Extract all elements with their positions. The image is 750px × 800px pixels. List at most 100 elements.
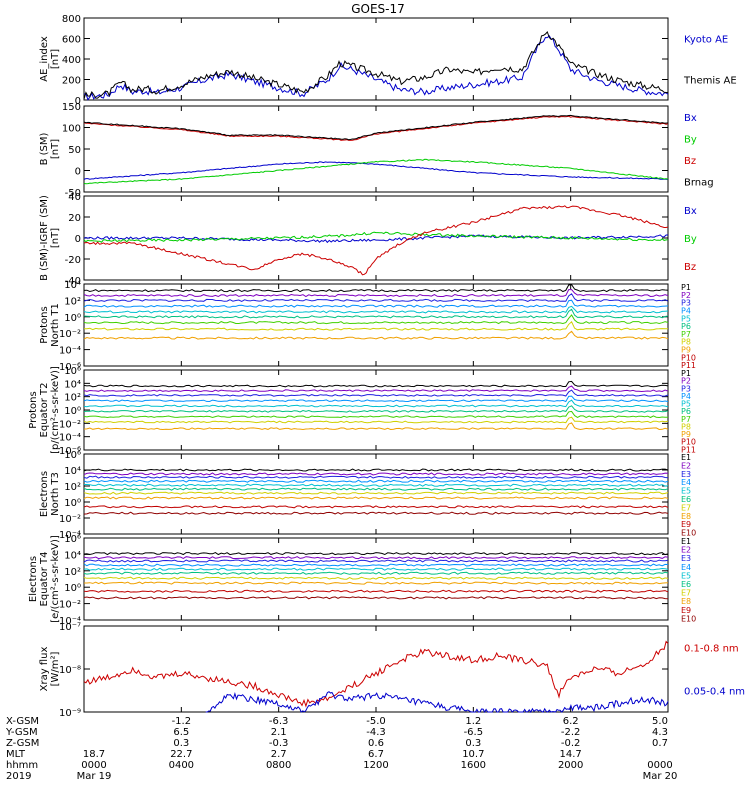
xaxis-row-label: Y-GSM [5,727,38,738]
bsm-series-bz [83,115,669,141]
xray-ylabel: Xray flux [39,647,50,692]
protons-north-series-p1 [83,284,669,293]
electrons-equator-legend-e9: E9 [681,606,691,615]
ae-frame [83,17,669,101]
electrons-equator-series-e10 [83,596,669,600]
electrons-north-series-e1 [83,468,669,472]
ae-ylabel: [nT] [50,49,61,69]
protons-equator-legend-p10: P10 [681,438,696,447]
electrons-north-series-e6 [83,487,669,491]
xaxis-row-value: 6.2 [563,716,579,727]
electrons-equator-series-e7 [83,576,669,580]
bsm-ytick-label: 100 [62,124,81,135]
electrons-north-legend-e3: E3 [681,470,691,479]
protons-equator-legend-p8: P8 [681,422,691,431]
xaxis-row-value: 6.5 [173,727,189,738]
ae-ylabel: AE_index [39,36,50,82]
bsm-ylabel: B (SM) [39,132,50,165]
xaxis-row-value: -6.5 [464,727,484,738]
xaxis-row-value: 0400 [169,760,194,771]
xaxis-row-value: 0000 [81,760,106,771]
protons-equator-legend-p11: P11 [681,445,696,454]
protons-north-legend-p3: P3 [681,299,691,308]
bdiff-legend-bz: Bz [684,262,696,273]
bsm-legend-by: By [684,134,697,145]
xaxis-row-value: 18.7 [83,749,105,760]
xaxis-row-label: MLT [6,749,26,760]
xaxis-row-value: 4.3 [652,727,668,738]
electrons-equator-series-e4 [83,563,669,567]
electrons-north-ylabel: North T3 [50,472,61,516]
electrons-equator-legend-e7: E7 [681,589,691,598]
electrons-north-ytick-label: 10⁰ [64,498,81,509]
electrons-north-legend-e4: E4 [681,478,691,487]
xaxis-row-value: 0800 [266,760,291,771]
ae-legend-themis-ae: Themis AE [683,76,737,87]
electrons-north-series-e5 [84,483,669,487]
electrons-equator-legend-e5: E5 [681,571,691,580]
protons-north-ylabel: North T1 [50,303,61,347]
xaxis-row-value: 1600 [461,760,486,771]
xray-series-0-05-0-4-nm [205,691,669,714]
electrons-north-ytick-label: 10⁻² [59,514,81,525]
bsm-legend-bz: Bz [684,156,696,167]
xaxis-row-label: Z-GSM [6,738,39,749]
electrons-north-legend-e5: E5 [681,487,691,496]
protons-north-series-p9 [83,330,669,340]
electrons-equator-series-e8 [84,581,669,585]
xaxis-row-value: -4.3 [366,727,386,738]
xaxis-row-value: -2.2 [561,727,581,738]
protons-equator-ytick-label: 10⁰ [64,406,81,417]
bdiff-ytick-label: -40 [65,276,81,287]
electrons-north-series-e3 [83,475,669,479]
protons-north-ytick-label: 10² [64,296,81,307]
protons-north-series-p8 [84,320,669,331]
protons-equator-frame [83,369,669,451]
protons-equator-series-p5 [83,399,669,408]
xaxis-row-value: 2000 [558,760,583,771]
protons-north-legend-p1: P1 [681,283,691,292]
xray-ylabel: [W/m²] [50,651,61,686]
protons-north-legend-p2: P2 [681,291,691,300]
protons-equator-ytick-label: 10⁴ [64,379,81,390]
protons-north-legend-p9: P9 [681,346,691,355]
electrons-equator-legend-e2: E2 [681,546,691,555]
electrons-equator-series-e6 [83,571,669,575]
protons-north-legend-p8: P8 [681,338,691,347]
xray-ytick-label: 10⁻⁷ [59,622,81,633]
electrons-north-ytick-label: 10⁴ [64,466,81,477]
protons-equator-series-p6 [83,405,669,413]
electrons-equator-series-e5 [83,567,669,571]
xaxis-row-value: 2.1 [271,727,287,738]
bdiff-series-bz [83,205,669,276]
xaxis-row-label: 2019 [6,771,31,782]
electrons-north-legend-e2: E2 [681,461,691,470]
protons-north-legend-p6: P6 [681,322,691,331]
ae-legend-kyoto-ae: Kyoto AE [684,35,728,46]
bsm-ytick-label: -50 [65,188,81,199]
protons-equator-ytick-label: 10⁶ [64,366,81,377]
bsm-series-brnag [83,114,669,141]
protons-equator-series-p7 [83,410,669,419]
protons-equator-legend-p3: P3 [681,384,691,393]
protons-equator-ytick-label: 10⁻⁶ [59,446,81,457]
protons-north-series-p7 [83,314,669,325]
xray-frame [83,625,669,713]
bsm-legend-brnag: Brnag [684,177,714,188]
xaxis-row-value: -0.3 [269,738,289,749]
electrons-north-ylabel: Electrons [39,471,50,517]
xaxis-row-value: 0000 [647,760,672,771]
protons-north-ytick-label: 10⁴ [64,280,81,291]
protons-north-legend-p11: P11 [681,361,696,370]
electrons-north-legend-e10: E10 [681,529,696,538]
electrons-equator-ylabel: [e/(cm²-s-sr-keV)] [50,535,61,623]
bsm-frame [83,105,669,193]
protons-north-ytick-label: 10⁻⁶ [59,362,81,373]
electrons-north-series-e2 [83,472,669,476]
electrons-equator-legend-e10: E10 [681,614,696,623]
electrons-north-series-e7 [83,491,669,495]
xaxis-row-value: Mar 20 [643,771,678,782]
protons-north-ylabel: Protons [39,306,50,343]
xaxis-row-value: -5.0 [366,716,386,727]
xray-ytick-label: 10⁻⁹ [59,708,81,719]
